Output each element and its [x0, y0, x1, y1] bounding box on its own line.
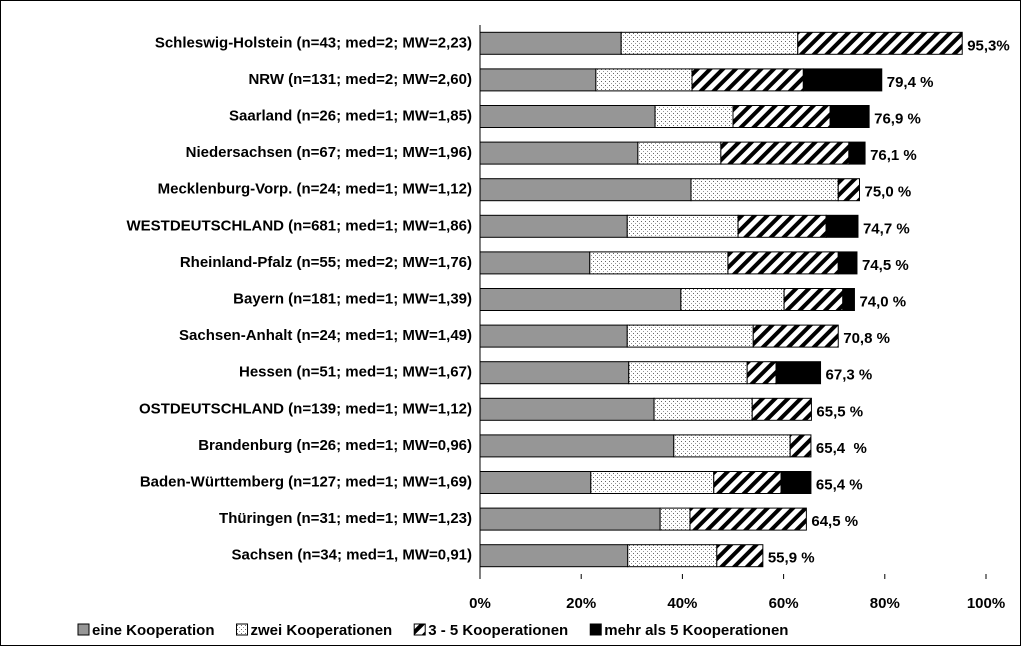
bar-segment: [589, 251, 729, 275]
bar-segment: [637, 141, 722, 165]
bar-segment: [780, 471, 812, 494]
y-tick-label: WESTDEUTSCHLAND (n=681; med=1; MW=1,86): [127, 217, 472, 234]
y-tick-label: Rheinland-Pfalz (n=55; med=2; MW=1,76): [180, 254, 472, 271]
legend-swatch: [413, 623, 426, 636]
bar-segment: [716, 544, 764, 568]
value-label: 79,4 %: [887, 74, 934, 91]
bar-segment: [829, 105, 870, 128]
bar-segment: [653, 397, 753, 421]
value-label: 55,9 %: [768, 550, 815, 567]
bar-segment: [680, 288, 785, 311]
y-tick-label: Mecklenburg-Vorp. (n=24; med=1; MW=1,12): [158, 181, 472, 198]
y-tick-label: NRW (n=131; med=2; MW=2,60): [248, 71, 472, 88]
y-tick-label: Schleswig-Holstein (n=43; med=2; MW=2,23…: [155, 34, 472, 51]
bar-segment: [479, 507, 661, 531]
legend-label: 3 - 5 Kooperationen: [428, 622, 568, 639]
value-label: 65,5 %: [816, 403, 863, 420]
bar-segment: [751, 397, 812, 421]
value-label: 65,4 %: [816, 476, 863, 493]
bar-segment: [689, 507, 807, 531]
bar-segment: [842, 288, 855, 311]
bar-segment: [783, 288, 844, 311]
legend-label: eine Kooperation: [92, 622, 215, 639]
bar-segment: [720, 141, 850, 165]
bar-segment: [620, 31, 799, 55]
legend-label: mehr als 5 Kooperationen: [604, 622, 788, 639]
bar-segment: [737, 214, 827, 238]
legend-label: zwei Kooperationen: [251, 622, 393, 639]
bar-segment: [752, 324, 839, 348]
bar-segment: [789, 434, 812, 458]
bar-segment: [746, 361, 777, 385]
y-tick-label: Hessen (n=51; med=1; MW=1,67): [239, 364, 472, 381]
value-label: 74,0 %: [859, 293, 906, 310]
value-label: 67,3 %: [826, 367, 873, 384]
bar-segment: [659, 507, 691, 531]
bar-segment: [727, 251, 839, 275]
legend-swatch: [236, 623, 249, 636]
value-label: 64,5 %: [811, 513, 858, 530]
bar-segment: [673, 434, 791, 458]
x-tick-label: 60%: [769, 595, 799, 612]
bar-segment: [479, 141, 639, 165]
bar-segment: [479, 361, 630, 385]
bar-segment: [479, 251, 591, 275]
y-tick-label: Thüringen (n=31; med=1; MW=1,23): [219, 510, 472, 527]
bar-segment: [837, 251, 858, 275]
x-tick-label: 20%: [566, 595, 596, 612]
bar-segment: [848, 141, 866, 165]
y-tick-label: Bayern (n=181; med=1; MW=1,39): [233, 290, 472, 307]
x-tick-label: 100%: [967, 595, 1005, 612]
bar-segment: [479, 178, 692, 202]
y-tick-label: Saarland (n=26; med=1; MW=1,85): [229, 107, 472, 124]
y-tick-label: Baden-Württemberg (n=127; med=1; MW=1,69…: [140, 473, 472, 490]
bar-segment: [626, 214, 739, 238]
bar-segment: [479, 434, 675, 458]
bar-segment: [479, 324, 628, 348]
bar-segment: [590, 471, 715, 494]
legend-swatch: [589, 623, 602, 636]
x-tick-label: 80%: [870, 595, 900, 612]
x-tick-label: 0%: [469, 595, 491, 612]
value-label: 75,0 %: [865, 184, 912, 201]
bar-segment: [797, 31, 963, 55]
value-label: 76,9 %: [874, 110, 921, 127]
bar-segment: [479, 397, 655, 421]
bar-segment: [479, 214, 628, 238]
bar-segment: [825, 214, 859, 238]
value-label: 74,5 %: [862, 257, 909, 274]
bar-segment: [802, 68, 883, 92]
bar-segment: [626, 324, 754, 348]
y-tick-label: OSTDEUTSCHLAND (n=139; med=1; MW=1,12): [139, 400, 472, 417]
value-label: 74,7 %: [863, 220, 910, 237]
y-tick-label: Niedersachsen (n=67; med=1; MW=1,96): [186, 144, 472, 161]
bar-segment: [628, 361, 748, 385]
bar-segment: [690, 178, 839, 202]
bar-segment: [479, 31, 622, 55]
bar-segment: [479, 288, 682, 311]
value-label: 70,8 %: [843, 330, 890, 347]
bar-segment: [713, 471, 782, 494]
bar-segment: [691, 68, 804, 92]
bar-segment: [595, 68, 693, 92]
bar-segment: [479, 544, 629, 568]
x-tick-label: 40%: [667, 595, 697, 612]
legend-swatch: [77, 623, 90, 636]
y-tick-label: Sachsen (n=34; med=1, MW=0,91): [231, 547, 472, 564]
bar-segment: [479, 105, 656, 128]
value-label: 65,4 %: [816, 440, 867, 457]
value-label: 76,1 %: [870, 147, 917, 164]
bar-segment: [837, 178, 860, 202]
bar-segment: [479, 68, 597, 92]
bar-segment: [775, 361, 822, 385]
bar-segment: [479, 471, 592, 494]
bar-segment: [654, 105, 734, 128]
value-label: 95,3%: [967, 37, 1010, 54]
y-tick-label: Sachsen-Anhalt (n=24; med=1; MW=1,49): [179, 327, 472, 344]
bar-segment: [732, 105, 831, 128]
bar-segment: [627, 544, 718, 568]
y-tick-label: Brandenburg (n=26; med=1; MW=0,96): [198, 437, 472, 454]
